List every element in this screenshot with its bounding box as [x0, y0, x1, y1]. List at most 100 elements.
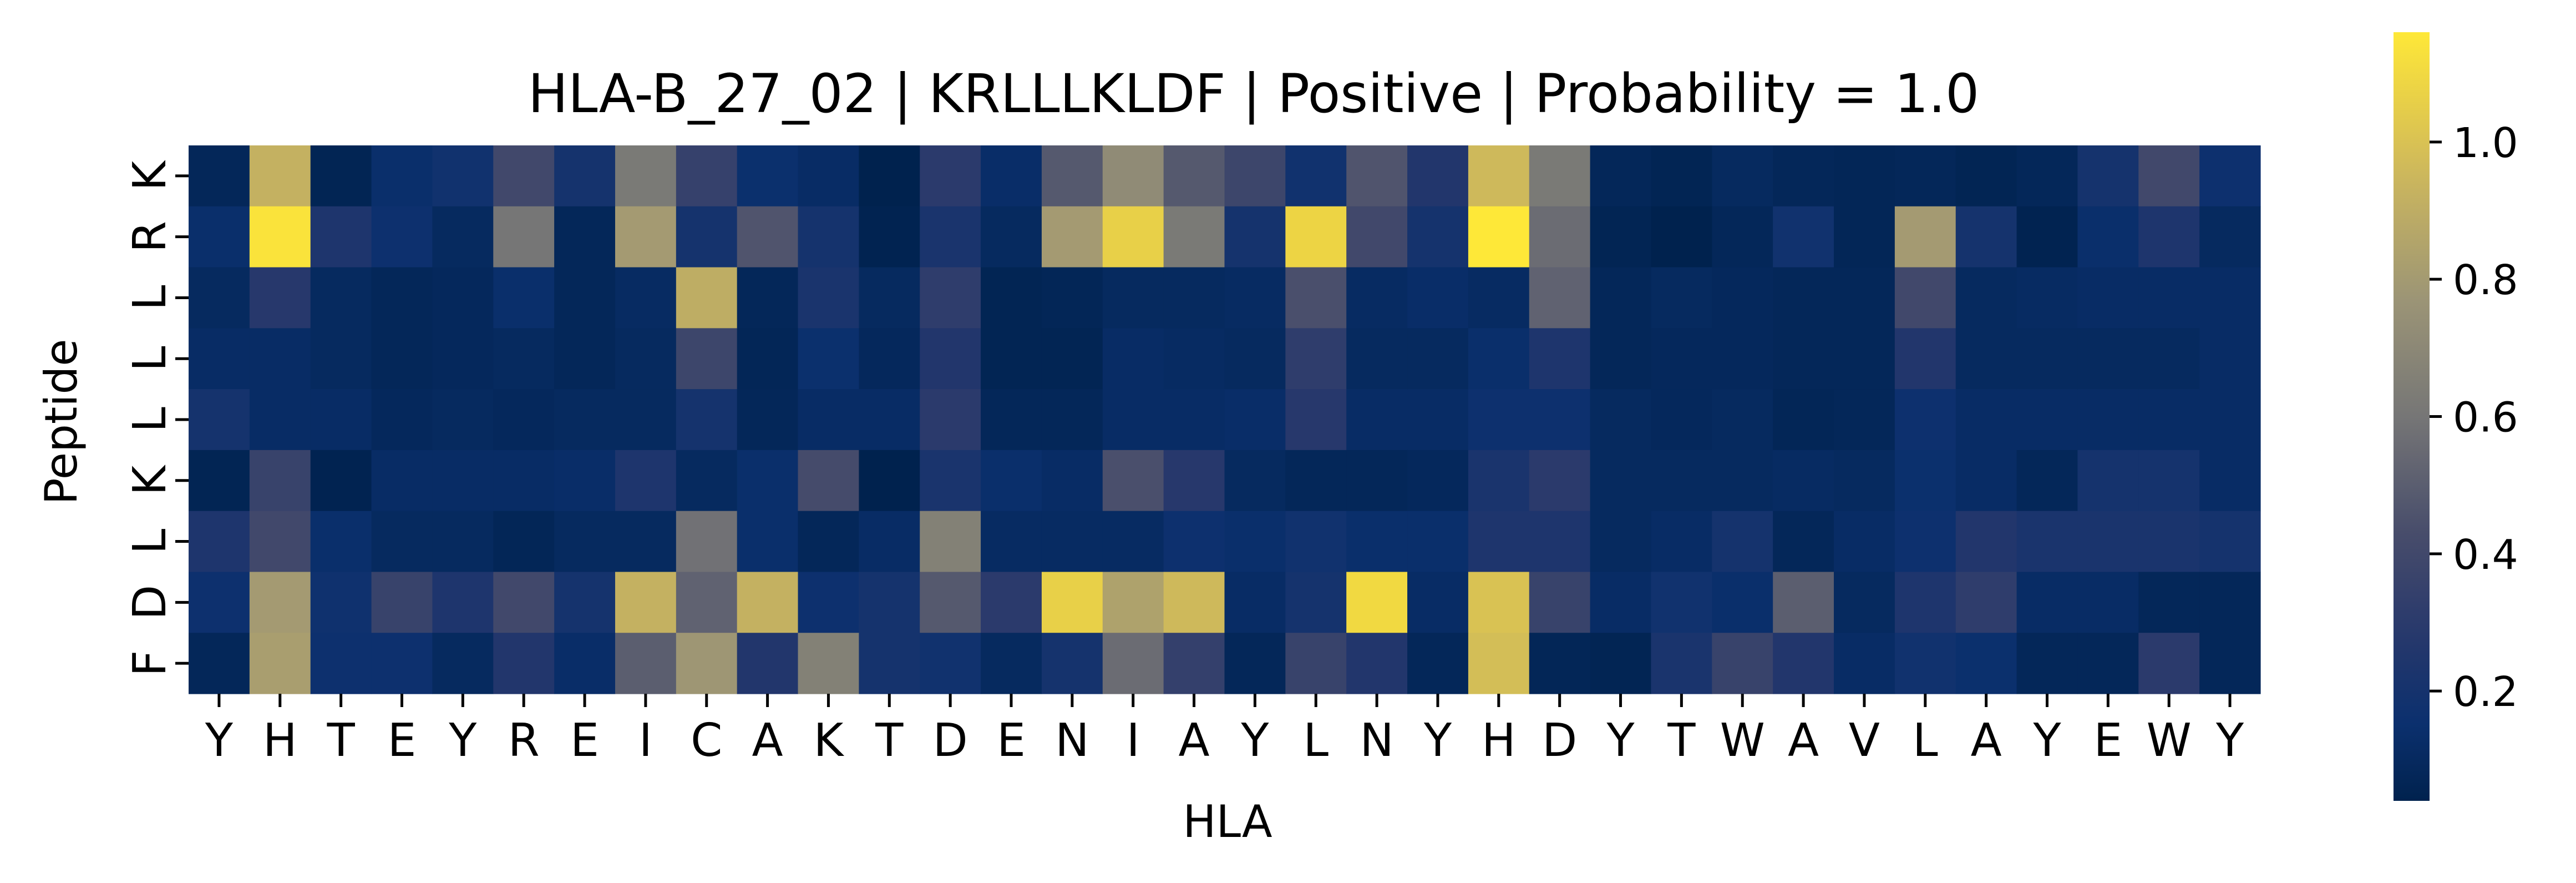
heatmap-cell	[798, 450, 859, 512]
colorbar-tick-label: 1.0	[2453, 119, 2518, 167]
heatmap-cell	[2199, 572, 2261, 633]
heatmap-cell	[2138, 206, 2200, 268]
heatmap-cell	[615, 633, 677, 694]
heatmap-cell	[676, 572, 738, 633]
x-tick-label: W	[1720, 714, 1765, 767]
heatmap-cell	[2077, 267, 2139, 329]
heatmap-cell	[554, 572, 616, 633]
heatmap-cells	[189, 145, 2261, 694]
heatmap-cell	[1590, 389, 1652, 451]
heatmap-cell	[1651, 328, 1712, 390]
heatmap-cell	[676, 206, 738, 268]
heatmap-cell	[1894, 328, 1956, 390]
heatmap-cell	[2077, 145, 2139, 207]
heatmap-cell	[676, 267, 738, 329]
heatmap-cell	[554, 206, 616, 268]
heatmap-cell	[1712, 328, 1773, 390]
heatmap-cell	[1468, 145, 1530, 207]
heatmap-cell	[1407, 633, 1469, 694]
heatmap-cell	[1285, 511, 1347, 573]
heatmap-cell	[920, 206, 981, 268]
heatmap-cell	[249, 572, 311, 633]
heatmap-cell	[1529, 328, 1591, 390]
y-tick-label: K	[124, 160, 176, 191]
heatmap-cell	[1346, 389, 1408, 451]
heatmap-cell	[1590, 633, 1652, 694]
heatmap-cell	[1285, 328, 1347, 390]
heatmap-cell	[554, 328, 616, 390]
heatmap-cell	[859, 267, 920, 329]
heatmap-cell	[493, 572, 555, 633]
heatmap-cell	[1712, 450, 1773, 512]
colorbar-tick-label: 0.4	[2453, 531, 2518, 579]
heatmap-cell	[1285, 206, 1347, 268]
heatmap-cell	[1041, 328, 1103, 390]
heatmap-cell	[310, 206, 372, 268]
colorbar	[2394, 32, 2430, 801]
heatmap-cell	[371, 572, 433, 633]
heatmap-cell	[371, 145, 433, 207]
heatmap-cell	[249, 328, 311, 390]
heatmap-cell	[1346, 450, 1408, 512]
heatmap-cell	[432, 633, 494, 694]
heatmap-cell	[2138, 633, 2200, 694]
x-tick-label: I	[639, 714, 652, 767]
heatmap-cell	[1102, 633, 1164, 694]
heatmap-cell	[554, 267, 616, 329]
heatmap-cell	[1468, 267, 1530, 329]
x-tick-label: A	[1788, 714, 1819, 767]
x-tick-label: R	[508, 714, 540, 767]
heatmap-cell	[981, 450, 1042, 512]
heatmap-cell	[1773, 633, 1834, 694]
heatmap-cell	[2016, 145, 2078, 207]
heatmap-cell	[1773, 450, 1834, 512]
heatmap-cell	[859, 572, 920, 633]
heatmap-cell	[310, 389, 372, 451]
heatmap-cell	[798, 389, 859, 451]
heatmap-cell	[1834, 511, 1895, 573]
heatmap-cell	[615, 389, 677, 451]
colorbar-tick-label: 0.8	[2453, 256, 2518, 304]
heatmap-cell	[920, 633, 981, 694]
heatmap-cell	[1529, 450, 1591, 512]
heatmap-cell	[1955, 206, 2017, 268]
heatmap-cell	[1590, 328, 1652, 390]
heatmap-cell	[432, 145, 494, 207]
heatmap-cell	[1955, 572, 2017, 633]
heatmap-cell	[310, 633, 372, 694]
heatmap-cell	[1651, 450, 1712, 512]
heatmap-cell	[1834, 328, 1895, 390]
heatmap-cell	[2077, 450, 2139, 512]
heatmap-cell	[1590, 511, 1652, 573]
heatmap-cell	[1224, 389, 1286, 451]
heatmap-cell	[1529, 511, 1591, 573]
heatmap-cell	[1163, 633, 1225, 694]
heatmap-cell	[1163, 328, 1225, 390]
heatmap-cell	[1346, 145, 1408, 207]
heatmap-cell	[615, 145, 677, 207]
heatmap-cell	[1224, 450, 1286, 512]
heatmap-cell	[798, 145, 859, 207]
heatmap-cell	[1955, 633, 2017, 694]
heatmap-cell	[1224, 572, 1286, 633]
heatmap-cell	[1894, 450, 1956, 512]
heatmap-cell	[1285, 267, 1347, 329]
heatmap-cell	[1041, 572, 1103, 633]
heatmap-cell	[1651, 511, 1712, 573]
heatmap-cell	[1102, 450, 1164, 512]
heatmap-cell	[1712, 511, 1773, 573]
x-tick-label: Y	[448, 714, 477, 767]
heatmap-cell	[310, 450, 372, 512]
heatmap-cell	[676, 633, 738, 694]
heatmap-cell	[1529, 206, 1591, 268]
heatmap-cell	[1041, 511, 1103, 573]
heatmap-cell	[1224, 267, 1286, 329]
heatmap-cell	[1407, 267, 1469, 329]
heatmap-cell	[1834, 267, 1895, 329]
heatmap-cell	[615, 450, 677, 512]
x-tick-label: A	[752, 714, 783, 767]
heatmap-cell	[1468, 572, 1530, 633]
heatmap-cell	[981, 206, 1042, 268]
heatmap-cell	[1894, 206, 1956, 268]
x-tick-label: H	[263, 714, 297, 767]
